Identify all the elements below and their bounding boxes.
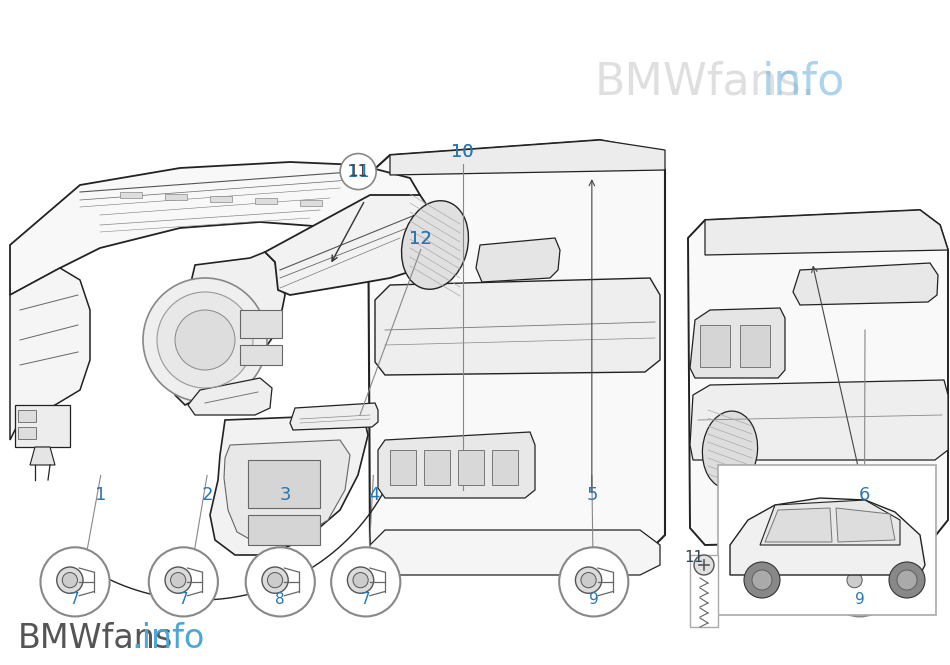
Circle shape bbox=[63, 573, 78, 588]
Bar bbox=[690, 555, 718, 627]
Polygon shape bbox=[476, 238, 560, 282]
Polygon shape bbox=[224, 440, 350, 545]
Circle shape bbox=[268, 573, 283, 588]
Ellipse shape bbox=[702, 411, 757, 489]
Bar bbox=[165, 194, 187, 200]
Bar bbox=[300, 200, 322, 206]
Circle shape bbox=[744, 562, 780, 598]
Bar bbox=[718, 465, 936, 615]
Polygon shape bbox=[690, 380, 948, 460]
Circle shape bbox=[332, 547, 400, 616]
Text: 10: 10 bbox=[451, 142, 474, 161]
Circle shape bbox=[246, 547, 314, 616]
Circle shape bbox=[348, 567, 373, 593]
Polygon shape bbox=[793, 263, 938, 305]
Text: 9: 9 bbox=[855, 593, 864, 607]
Polygon shape bbox=[378, 432, 535, 498]
Circle shape bbox=[157, 292, 253, 388]
Bar bbox=[492, 450, 518, 485]
Polygon shape bbox=[368, 530, 660, 575]
Polygon shape bbox=[730, 498, 925, 575]
Polygon shape bbox=[210, 415, 368, 555]
Bar bbox=[18, 410, 36, 422]
Circle shape bbox=[581, 573, 597, 588]
Circle shape bbox=[340, 154, 376, 190]
Bar bbox=[424, 450, 450, 485]
Text: 1: 1 bbox=[95, 486, 106, 505]
Polygon shape bbox=[265, 195, 435, 295]
Circle shape bbox=[897, 570, 917, 590]
Text: 10: 10 bbox=[451, 142, 474, 161]
Circle shape bbox=[889, 562, 925, 598]
Text: 2: 2 bbox=[201, 486, 213, 505]
Polygon shape bbox=[368, 140, 665, 565]
Bar bbox=[255, 198, 277, 204]
Circle shape bbox=[353, 573, 369, 588]
Bar bbox=[390, 450, 416, 485]
Circle shape bbox=[842, 567, 867, 593]
Bar bbox=[240, 310, 282, 338]
Polygon shape bbox=[10, 162, 420, 295]
Text: 5: 5 bbox=[586, 486, 598, 505]
Circle shape bbox=[752, 570, 772, 590]
Circle shape bbox=[41, 547, 109, 616]
Circle shape bbox=[175, 310, 235, 370]
Text: .info: .info bbox=[131, 622, 204, 654]
Text: 4: 4 bbox=[368, 486, 379, 505]
Text: 6: 6 bbox=[859, 486, 870, 505]
Polygon shape bbox=[690, 308, 785, 378]
Polygon shape bbox=[30, 447, 55, 465]
Polygon shape bbox=[836, 508, 895, 542]
Polygon shape bbox=[688, 210, 948, 545]
Bar bbox=[120, 192, 142, 198]
Bar bbox=[248, 515, 320, 545]
Polygon shape bbox=[290, 403, 378, 430]
Polygon shape bbox=[172, 252, 285, 405]
Polygon shape bbox=[390, 140, 665, 175]
Polygon shape bbox=[375, 278, 660, 375]
Bar bbox=[240, 345, 282, 365]
Polygon shape bbox=[705, 210, 948, 255]
Circle shape bbox=[576, 567, 601, 593]
Text: 8: 8 bbox=[276, 593, 285, 607]
Circle shape bbox=[694, 555, 714, 575]
Bar bbox=[458, 450, 484, 485]
Circle shape bbox=[143, 278, 267, 402]
Text: 7: 7 bbox=[179, 593, 188, 607]
Bar bbox=[210, 196, 232, 202]
Text: 9: 9 bbox=[589, 593, 598, 607]
Bar bbox=[15, 405, 70, 447]
Circle shape bbox=[171, 573, 186, 588]
Circle shape bbox=[165, 567, 191, 593]
Circle shape bbox=[560, 547, 628, 616]
Polygon shape bbox=[760, 500, 900, 545]
Polygon shape bbox=[188, 378, 272, 415]
Circle shape bbox=[847, 573, 863, 588]
Text: BMWfans.: BMWfans. bbox=[595, 61, 816, 104]
Polygon shape bbox=[10, 268, 90, 440]
Text: BMWfans: BMWfans bbox=[18, 622, 173, 654]
Bar bbox=[18, 427, 36, 439]
Text: 12: 12 bbox=[409, 230, 432, 249]
Circle shape bbox=[149, 547, 218, 616]
Text: 11: 11 bbox=[349, 164, 368, 179]
Polygon shape bbox=[765, 508, 832, 542]
Text: 11: 11 bbox=[684, 551, 703, 565]
Bar bbox=[248, 460, 320, 508]
Text: 7: 7 bbox=[361, 593, 370, 607]
Ellipse shape bbox=[402, 201, 468, 289]
Text: 12: 12 bbox=[409, 230, 432, 249]
Bar bbox=[740, 325, 770, 367]
Text: 11: 11 bbox=[347, 162, 370, 181]
Bar bbox=[700, 325, 730, 367]
Circle shape bbox=[262, 567, 288, 593]
Circle shape bbox=[826, 547, 894, 616]
Text: info: info bbox=[762, 61, 846, 104]
Text: 3: 3 bbox=[279, 486, 291, 505]
Text: 7: 7 bbox=[70, 593, 80, 607]
Circle shape bbox=[57, 567, 83, 593]
